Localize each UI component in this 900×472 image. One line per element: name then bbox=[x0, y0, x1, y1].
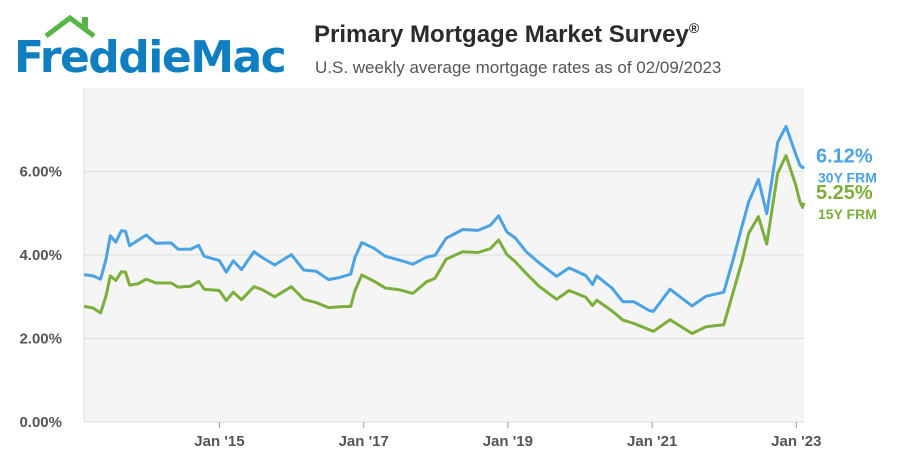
y-tick-label: 4.00% bbox=[19, 247, 62, 264]
registered-mark: ® bbox=[688, 20, 700, 36]
series-name-label: 30Y FRM bbox=[818, 169, 877, 185]
logo-wordmark: FreddieMac bbox=[14, 32, 287, 83]
x-tick-label: Jan '19 bbox=[483, 433, 533, 450]
x-tick-label: Jan '15 bbox=[194, 433, 244, 450]
x-tick-label: Jan '21 bbox=[627, 433, 677, 450]
y-tick-label: 6.00% bbox=[19, 164, 62, 181]
series-line-30y-frm bbox=[83, 124, 805, 313]
end-value-label: 5.25% bbox=[816, 182, 873, 204]
x-tick-label: Jan '23 bbox=[771, 433, 821, 450]
series-lines bbox=[83, 124, 806, 335]
x-tick-label: Jan '17 bbox=[339, 433, 389, 450]
chart-title: Primary Mortgage Market Survey® bbox=[314, 20, 699, 49]
y-tick-label: 0.00% bbox=[19, 414, 62, 431]
house-roof-icon bbox=[44, 14, 96, 38]
series-line-15y-frm bbox=[83, 154, 806, 335]
chart-subtitle: U.S. weekly average mortgage rates as of… bbox=[315, 58, 722, 77]
freddie-mac-logo: FreddieMac bbox=[14, 14, 287, 84]
y-axis-labels: 0.00% 2.00% 4.00% 6.00% bbox=[19, 164, 62, 432]
gridlines bbox=[83, 88, 804, 423]
title-text: Primary Mortgage Market Survey bbox=[314, 21, 689, 48]
end-value-label: 6.12% bbox=[816, 145, 873, 167]
x-axis-labels: Jan '15 Jan '17 Jan '19 Jan '21 Jan '23 bbox=[194, 422, 821, 450]
y-tick-label: 2.00% bbox=[19, 331, 62, 348]
series-name-label: 15Y FRM bbox=[818, 206, 877, 222]
